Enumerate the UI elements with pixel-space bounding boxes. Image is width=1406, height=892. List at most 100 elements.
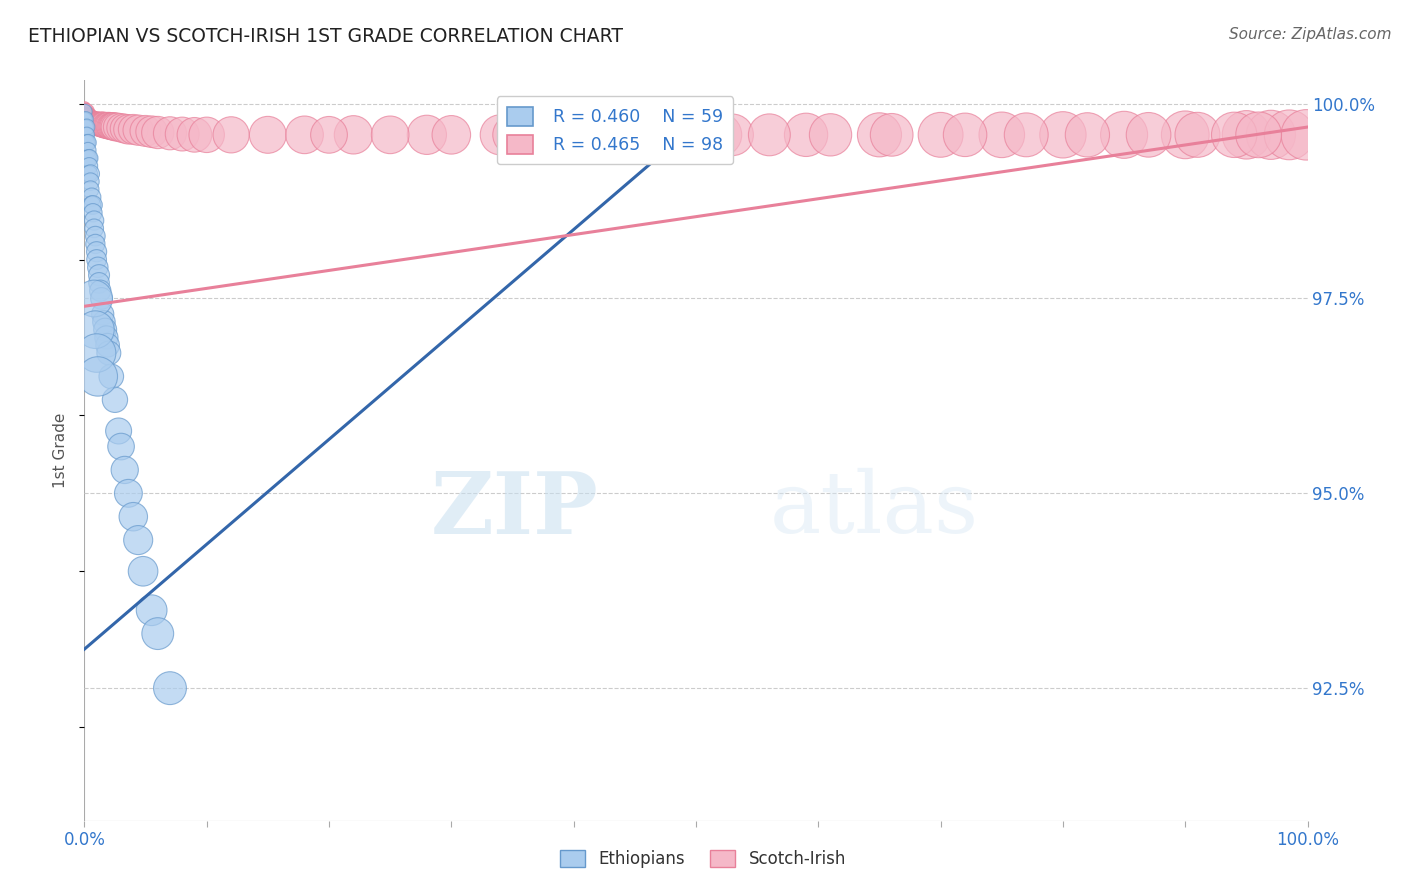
Point bbox=[929, 128, 952, 142]
Point bbox=[380, 128, 402, 142]
Point bbox=[122, 509, 145, 524]
Point bbox=[77, 151, 100, 165]
Point bbox=[127, 123, 149, 137]
Point bbox=[76, 120, 98, 134]
Point bbox=[562, 128, 585, 142]
Point bbox=[75, 120, 97, 134]
Point bbox=[159, 681, 181, 695]
Point bbox=[342, 128, 364, 142]
Point bbox=[97, 346, 120, 360]
Point bbox=[82, 198, 104, 212]
Point bbox=[869, 128, 891, 142]
Point bbox=[103, 120, 125, 134]
Point bbox=[84, 116, 107, 130]
Point bbox=[83, 221, 105, 235]
Point bbox=[86, 117, 108, 131]
Point bbox=[1052, 128, 1074, 142]
Point bbox=[122, 122, 145, 136]
Point bbox=[75, 112, 97, 127]
Point bbox=[77, 112, 100, 126]
Point bbox=[159, 126, 181, 140]
Point bbox=[83, 116, 105, 130]
Point bbox=[77, 159, 100, 173]
Point bbox=[586, 128, 609, 142]
Point bbox=[94, 119, 117, 133]
Point bbox=[141, 603, 163, 617]
Point bbox=[117, 486, 139, 500]
Point bbox=[75, 103, 97, 117]
Point bbox=[82, 206, 104, 220]
Point bbox=[87, 117, 110, 131]
Point bbox=[132, 564, 155, 578]
Point bbox=[77, 109, 100, 123]
Point bbox=[416, 128, 439, 142]
Point bbox=[76, 136, 98, 150]
Point bbox=[100, 369, 122, 384]
Point bbox=[77, 167, 100, 181]
Legend:   R = 0.460    N = 59,   R = 0.465    N = 98: R = 0.460 N = 59, R = 0.465 N = 98 bbox=[496, 96, 734, 164]
Point bbox=[75, 106, 97, 120]
Point bbox=[87, 117, 110, 131]
Point bbox=[84, 116, 107, 130]
Point bbox=[84, 236, 107, 251]
Point bbox=[183, 128, 205, 142]
Point bbox=[1260, 128, 1282, 142]
Point bbox=[86, 244, 108, 259]
Point bbox=[84, 229, 107, 244]
Point bbox=[87, 369, 110, 384]
Point bbox=[76, 107, 98, 121]
Point bbox=[1187, 128, 1209, 142]
Point bbox=[489, 128, 512, 142]
Point bbox=[502, 128, 524, 142]
Point bbox=[110, 120, 132, 135]
Point bbox=[257, 128, 280, 142]
Point bbox=[87, 117, 110, 131]
Text: Source: ZipAtlas.com: Source: ZipAtlas.com bbox=[1229, 27, 1392, 42]
Point bbox=[1295, 128, 1317, 142]
Point bbox=[98, 120, 121, 134]
Point bbox=[127, 533, 149, 547]
Point bbox=[114, 121, 136, 136]
Point bbox=[219, 128, 242, 142]
Point bbox=[83, 213, 105, 227]
Y-axis label: 1st Grade: 1st Grade bbox=[53, 413, 69, 488]
Point bbox=[73, 101, 96, 115]
Text: atlas: atlas bbox=[769, 468, 979, 551]
Point bbox=[794, 128, 817, 142]
Point bbox=[440, 128, 463, 142]
Point bbox=[820, 128, 842, 142]
Point bbox=[1174, 128, 1197, 142]
Point bbox=[146, 626, 169, 640]
Point bbox=[86, 346, 108, 360]
Point bbox=[318, 128, 340, 142]
Point bbox=[79, 167, 101, 181]
Point bbox=[75, 104, 97, 119]
Point bbox=[75, 104, 97, 119]
Point bbox=[880, 128, 903, 142]
Point bbox=[91, 307, 114, 321]
Point bbox=[1015, 128, 1038, 142]
Point bbox=[79, 113, 101, 128]
Point bbox=[104, 120, 127, 134]
Point bbox=[76, 136, 98, 150]
Point bbox=[991, 128, 1014, 142]
Point bbox=[135, 124, 157, 138]
Point bbox=[1278, 128, 1301, 142]
Point bbox=[89, 117, 111, 131]
Point bbox=[96, 119, 118, 133]
Point bbox=[82, 114, 104, 128]
Point bbox=[89, 284, 111, 298]
Point bbox=[953, 128, 976, 142]
Point bbox=[294, 128, 316, 142]
Point bbox=[89, 118, 111, 132]
Point bbox=[77, 110, 100, 124]
Point bbox=[107, 424, 129, 438]
Point bbox=[77, 144, 100, 158]
Point bbox=[77, 136, 100, 150]
Point bbox=[75, 128, 97, 142]
Point bbox=[709, 128, 731, 142]
Point bbox=[79, 182, 101, 196]
Point bbox=[721, 128, 744, 142]
Point bbox=[73, 112, 96, 127]
Point bbox=[91, 118, 114, 132]
